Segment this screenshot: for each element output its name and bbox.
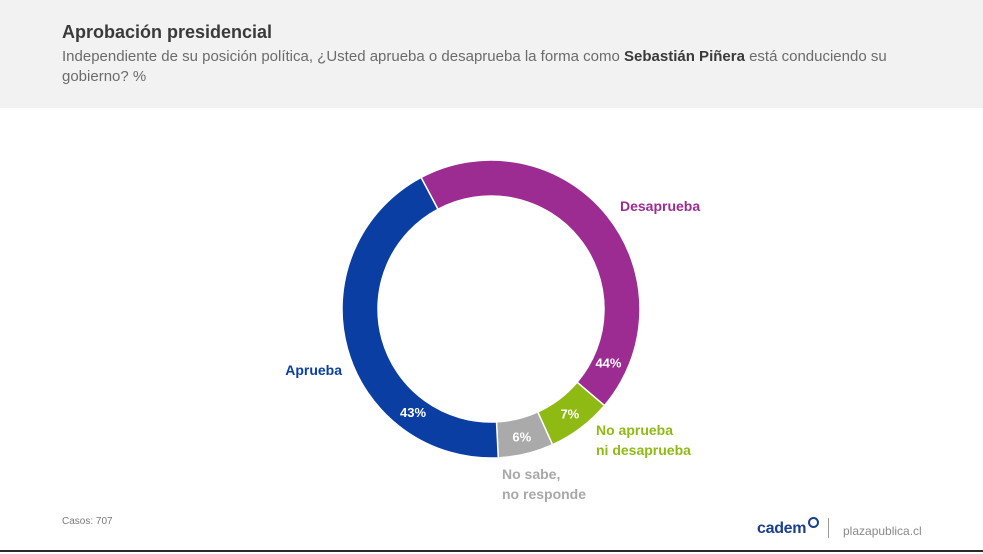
category-label-1: Desaprueba xyxy=(620,198,700,214)
value-label-3: 6% xyxy=(512,429,531,444)
value-label-4: 43% xyxy=(400,405,426,420)
header-band: Aprobación presidencial Independiente de… xyxy=(0,0,983,108)
subtitle-text-start: Independiente de su posición política, ¿… xyxy=(62,48,625,65)
subtitle-highlight-name: Sebastián Piñera xyxy=(624,48,745,65)
footer-separator xyxy=(828,518,829,538)
page-title: Aprobación presidencial xyxy=(62,22,273,42)
cases-count: Casos: 707 xyxy=(62,516,113,527)
cadem-logo-icon xyxy=(808,517,819,528)
category-label-4: Aprueba xyxy=(285,362,342,378)
category-label-2: No aprueba ni desaprueba xyxy=(596,422,691,458)
category-label-3: No sabe, no responde xyxy=(502,466,586,502)
cadem-logo: cadem xyxy=(757,520,807,537)
site-link: plazapublica.cl xyxy=(843,524,922,538)
page-subtitle: Independiente de su posición política, ¿… xyxy=(62,47,922,87)
value-label-1: 44% xyxy=(595,355,621,370)
donut-slice-1 xyxy=(420,159,641,407)
donut-chart: 44% Desaprueba 7% No aprueba ni desaprueba 6%… xyxy=(285,159,700,502)
value-label-2: 7% xyxy=(560,407,579,422)
donut-slice-4 xyxy=(341,176,500,459)
bottom-divider xyxy=(0,550,983,552)
subtitle-text-end: está conduciendo su gobierno? % xyxy=(62,48,887,85)
